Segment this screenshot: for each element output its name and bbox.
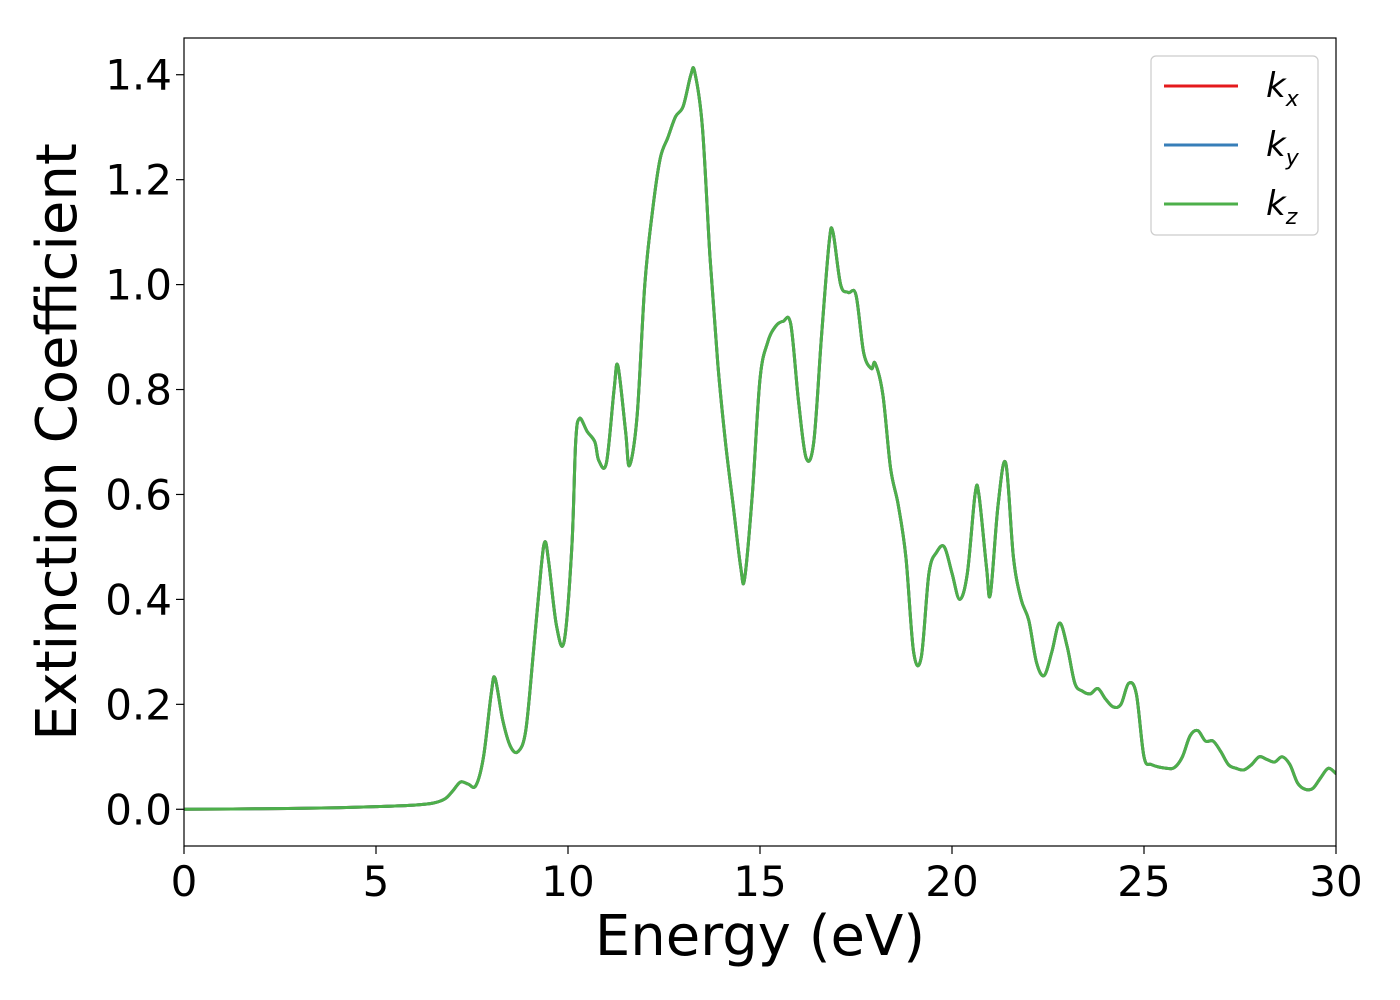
x-tick-label: 10 [541,857,594,906]
y-tick-label: 1.2 [105,156,172,205]
x-tick-label: 15 [733,857,786,906]
legend-label-z: kz [1266,184,1298,230]
x-tick-label: 20 [925,857,978,906]
series-layer [184,66,1336,811]
y-tick-label: 0.0 [105,785,172,834]
plot-background [184,38,1336,846]
x-tick-label: 0 [171,857,198,906]
x-tick-label: 25 [1117,857,1170,906]
x-tick-label: 5 [363,857,390,906]
y-tick-label: 0.4 [105,575,172,624]
legend: kx ky kz [1150,55,1319,236]
x-axis-title: Energy (eV) [595,904,925,969]
y-tick-label: 1.4 [105,51,172,100]
series-line-z [184,66,1336,811]
y-tick-label: 0.8 [105,366,172,415]
legend-label-x: kx [1266,66,1300,112]
y-tick-label: 0.6 [105,470,172,519]
x-tick-label: 30 [1309,857,1362,906]
legend-label-y: ky [1266,125,1300,171]
y-tick-label: 0.2 [105,680,172,729]
y-axis: 0.0 0.2 0.4 0.6 0.8 1.0 1.2 1.4 [105,51,184,834]
y-tick-label: 1.0 [105,261,172,310]
x-axis: 0 5 10 15 20 25 30 [171,846,1363,906]
y-axis-title: Extinction Coefficient [25,143,90,741]
